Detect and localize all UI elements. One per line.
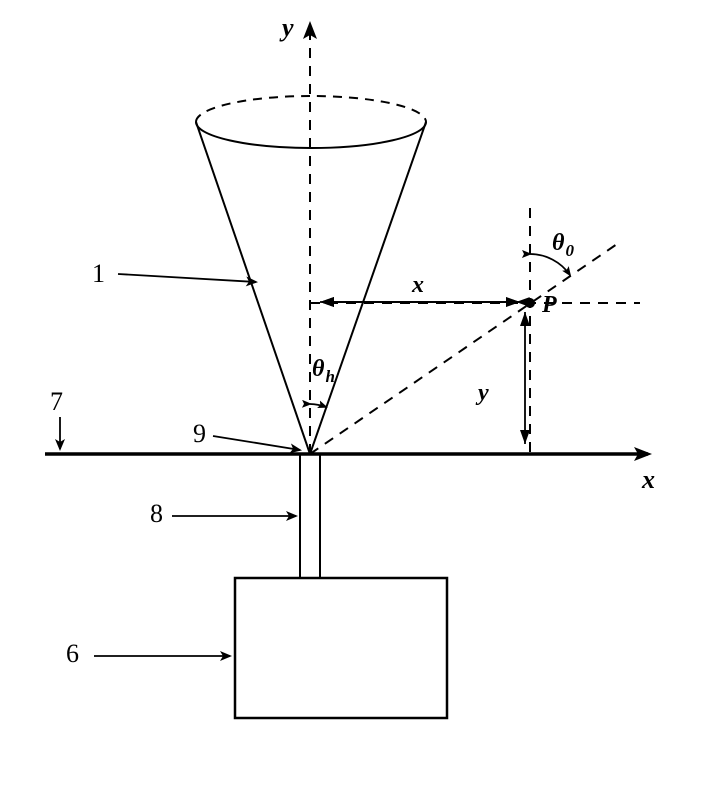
dim-y-arrow-bot [520,430,530,444]
callout-6-label: 6 [66,639,79,668]
x-axis-label: x [641,465,655,494]
cone-right-edge [310,122,426,454]
theta-0-arc [530,254,570,275]
base-box [235,578,447,718]
callout-8-label: 8 [150,499,163,528]
dim-y-label: y [475,380,489,406]
theta-h-arc [310,404,326,407]
cone-left-edge [196,122,310,454]
point-P [525,298,535,308]
y-axis-label: y [279,13,294,42]
callout-1-arrow [118,274,256,282]
oblique-line-to-P [310,242,620,454]
theta-0-label: θ0 [552,230,574,260]
point-P-label: P [541,292,557,318]
dim-x-arrow-left [320,297,334,307]
callout-7-label: 7 [50,387,63,416]
dim-x-label: x [411,272,424,298]
dim-y-arrow-top [520,312,530,326]
callout-9-arrow [213,436,300,450]
callout-1-label: 1 [92,259,105,288]
dim-x-arrow-right [506,297,520,307]
callout-9-label: 9 [193,419,206,448]
theta-h-label: θh [312,356,335,386]
